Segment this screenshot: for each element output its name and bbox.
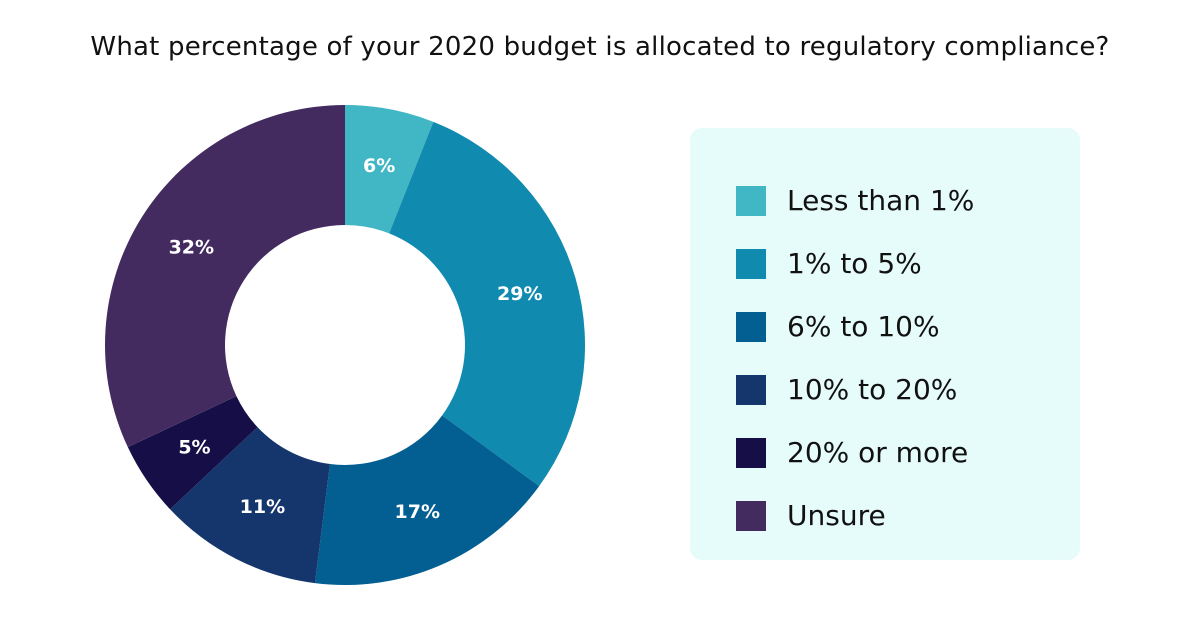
slice-value-label-1: 29% — [497, 283, 542, 305]
slice-value-label-2: 17% — [395, 501, 440, 523]
slice-value-label-0: 6% — [363, 155, 395, 177]
donut-chart: 6% 29% 17% 11% 5% 32% — [104, 105, 585, 585]
legend-item-20-or-more: 20% or more — [736, 421, 1080, 484]
donut-slice-5 — [104, 105, 345, 448]
legend: Less than 1% 1% to 5% 6% to 10% 10% to 2… — [690, 128, 1080, 560]
legend-swatch — [736, 374, 766, 405]
legend-label: 20% or more — [787, 436, 969, 469]
donut-slice-0 — [345, 105, 434, 234]
legend-swatch — [736, 437, 766, 468]
legend-item-1-to-5: 1% to 5% — [736, 232, 1080, 295]
legend-item-unsure: Unsure — [736, 484, 1080, 547]
legend-label: Less than 1% — [787, 184, 975, 217]
slice-value-label-4: 5% — [178, 436, 210, 458]
donut-slice-1 — [389, 121, 585, 487]
donut-slice-2 — [314, 415, 540, 585]
legend-item-10-to-20: 10% to 20% — [736, 358, 1080, 421]
donut-slices — [104, 105, 585, 585]
legend-swatch — [736, 248, 766, 279]
donut-slice-3 — [170, 427, 330, 584]
legend-item-less-than-1: Less than 1% — [736, 169, 1080, 232]
legend-label: 10% to 20% — [787, 373, 958, 406]
legend-label: Unsure — [787, 499, 886, 532]
legend-item-6-to-10: 6% to 10% — [736, 295, 1080, 358]
donut-slice-labels: 6% 29% 17% 11% 5% 32% — [169, 155, 543, 523]
legend-swatch — [736, 500, 766, 531]
legend-swatch — [736, 311, 766, 342]
legend-swatch — [736, 185, 766, 216]
slice-value-label-5: 32% — [169, 236, 214, 258]
chart-title: What percentage of your 2020 budget is a… — [90, 32, 1110, 62]
legend-label: 1% to 5% — [787, 247, 922, 280]
slice-value-label-3: 11% — [240, 496, 285, 518]
legend-label: 6% to 10% — [787, 310, 940, 343]
donut-slice-4 — [127, 396, 258, 510]
